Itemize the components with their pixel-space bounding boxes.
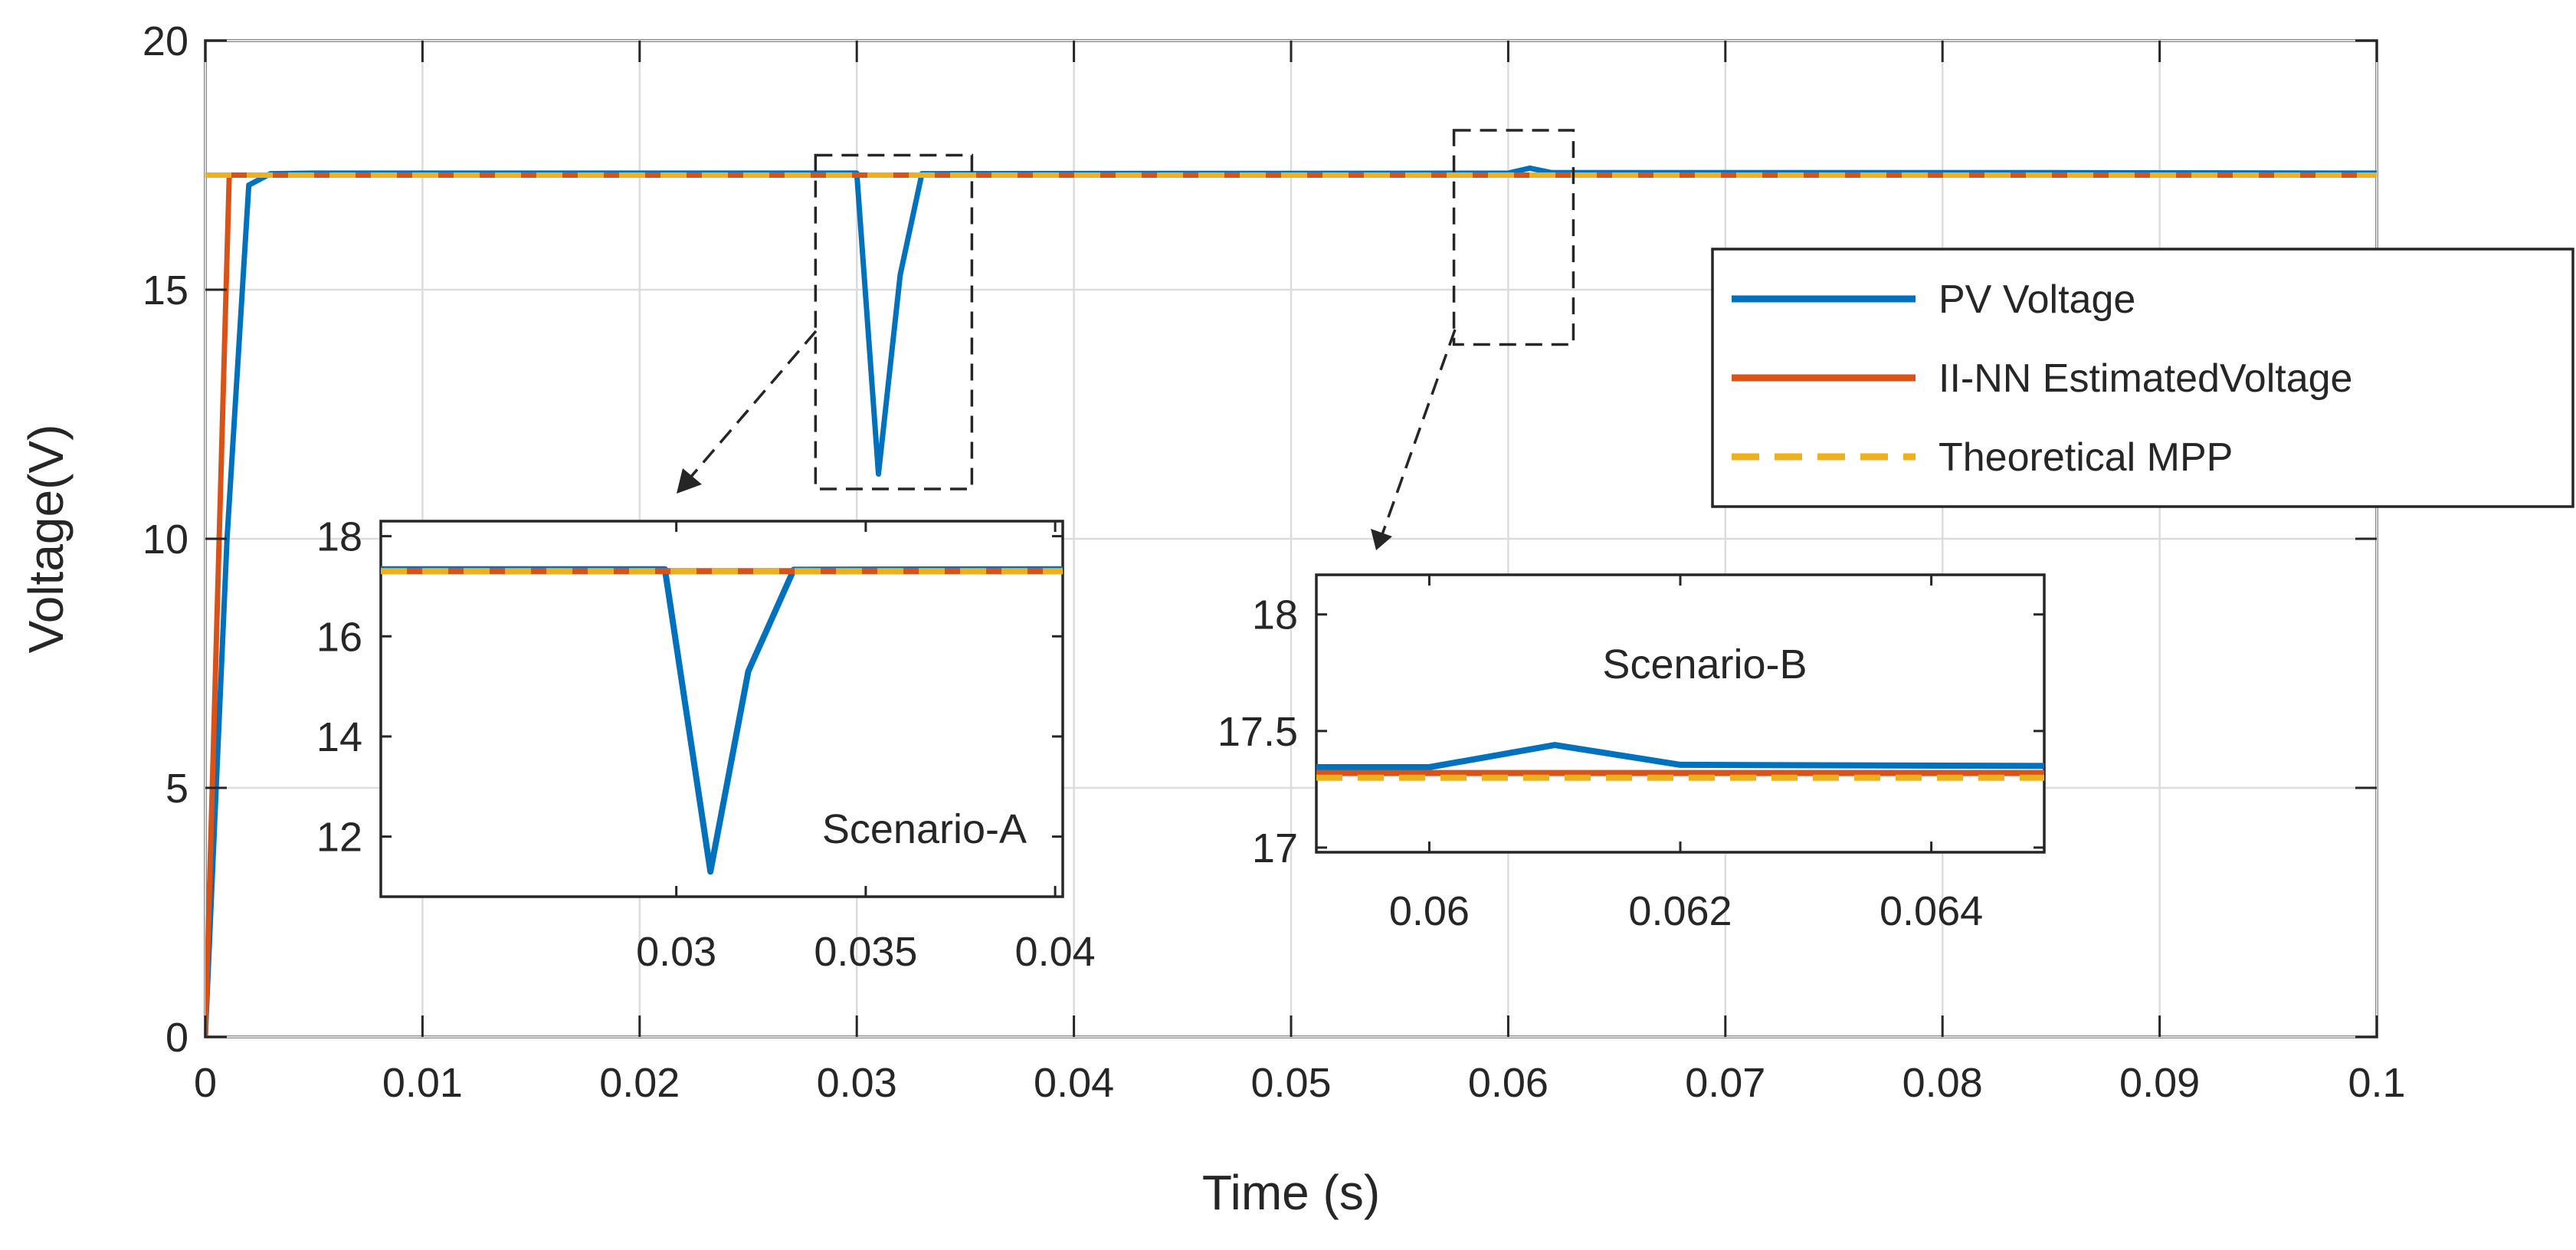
main-series (205, 165, 2377, 1037)
x-tick-label: 0.064 (1880, 888, 1983, 934)
y-tick-label: 17.5 (1218, 709, 1298, 755)
inset-a-ticks: 0.03 0.035 0.04 12 14 16 18 (316, 514, 1096, 975)
y-tick-label: 18 (316, 514, 362, 560)
x-tick-label: 0.04 (1015, 929, 1096, 975)
x-tick-label: 0.06 (1468, 1060, 1549, 1106)
zoom-box-scenario-b (1452, 129, 1575, 346)
inset-scenario-a: 0.03 0.035 0.04 12 14 16 18 Scenario-A (316, 514, 1096, 975)
x-tick-label: 0.09 (2119, 1060, 2200, 1106)
zoom-box-scenario-a (814, 153, 974, 490)
x-tick-label: 0.01 (382, 1060, 463, 1106)
x-tick-label: 0.02 (599, 1060, 680, 1106)
legend-label-nn: II-NN EstimatedVoltage (1939, 356, 2352, 401)
y-axis-label: Voltage(V) (18, 425, 74, 654)
y-tick-label: 17 (1252, 825, 1298, 871)
x-axis-label: Time (s) (1202, 1165, 1380, 1220)
y-tick-label: 16 (316, 614, 362, 660)
inset-b-ticks: 0.06 0.062 0.064 17 17.5 18 (1218, 575, 2044, 934)
zoom-annotations (814, 129, 1575, 490)
x-tick-label: 0.062 (1628, 888, 1732, 934)
legend-label-pv: PV Voltage (1939, 277, 2135, 322)
x-tick-label: 0.05 (1250, 1060, 1331, 1106)
legend-label-mpp: Theoretical MPP (1939, 435, 2233, 480)
x-tick-label: 0.03 (636, 929, 716, 975)
y-tick-label: 14 (316, 714, 362, 760)
y-tick-label: 18 (1252, 592, 1298, 638)
x-tick-label: 0.06 (1389, 888, 1470, 934)
arrow-scenario-b (1380, 329, 1457, 537)
series-pv-voltage (1316, 742, 2044, 770)
inset-scenario-b: 0.06 0.062 0.064 17 17.5 18 Scenario-B (1218, 573, 2046, 934)
x-tick-label: 0.1 (2348, 1060, 2405, 1106)
x-tick-label: 0.04 (1034, 1060, 1114, 1106)
y-tick-label: 12 (316, 815, 362, 861)
scenario-a-label: Scenario-A (822, 806, 1027, 852)
y-tick-label: 15 (143, 267, 188, 313)
legend: PV Voltage II-NN EstimatedVoltage Theore… (1711, 248, 2574, 508)
inset-a-frame (379, 520, 1064, 898)
y-tick-label: 5 (166, 766, 188, 812)
scenario-b-label: Scenario-B (1602, 641, 1807, 687)
y-tick-label: 10 (143, 517, 188, 563)
arrow-scenario-a (684, 330, 818, 484)
x-tick-label: 0 (194, 1060, 217, 1106)
inset-b-series (1316, 742, 2044, 781)
x-tick-label: 0.03 (817, 1060, 897, 1106)
main-ticks: 0 0.01 0.02 0.03 0.04 0.05 0.06 0.07 0.08 0.09 0.1… (143, 18, 2406, 1106)
inset-a-series (381, 566, 1063, 875)
x-tick-label: 0.035 (814, 929, 917, 975)
inset-b-frame (1315, 573, 2046, 854)
y-tick-label: 20 (143, 18, 188, 64)
arrowhead-scenario-b (1371, 529, 1392, 550)
y-tick-label: 0 (166, 1015, 188, 1061)
x-tick-label: 0.08 (1903, 1060, 1983, 1106)
series-pv-voltage (205, 165, 2377, 1037)
x-tick-label: 0.07 (1685, 1060, 1765, 1106)
arrowhead-scenario-a (677, 468, 702, 494)
main-plot: 0 0.01 0.02 0.03 0.04 0.05 0.06 0.07 0.08 0.09 0.1… (18, 18, 2406, 1220)
